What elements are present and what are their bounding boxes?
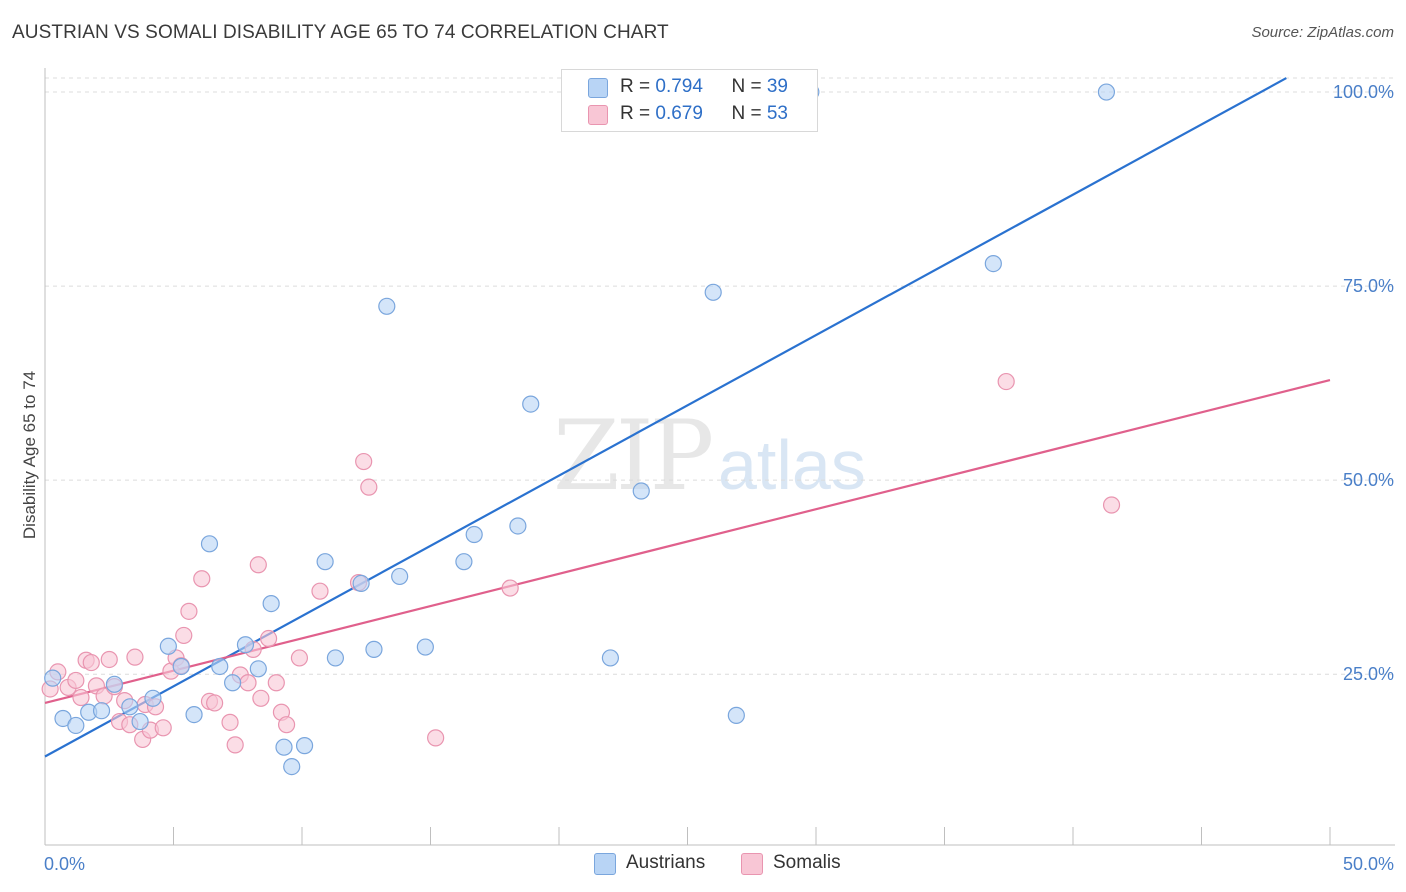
somalis-legend-swatch xyxy=(741,853,763,875)
somali-point xyxy=(126,648,144,666)
austrian-point xyxy=(105,675,123,693)
austrian-point xyxy=(316,553,334,571)
somali-point xyxy=(252,689,270,707)
austrian-point xyxy=(67,716,85,735)
y-tick-label: 25.0% xyxy=(1343,664,1394,684)
austrian-point xyxy=(185,705,203,724)
austrian-point xyxy=(727,706,745,724)
austrian-point xyxy=(601,649,620,667)
austrian-point xyxy=(378,297,396,315)
austrian-trend-line xyxy=(44,77,1287,758)
somali-r-value: 0.679 xyxy=(655,103,703,124)
austrian-point xyxy=(984,254,1002,273)
austrian-point xyxy=(509,517,527,535)
austrian-point xyxy=(224,674,242,692)
austrian-point xyxy=(131,712,149,731)
somali-point xyxy=(267,674,285,692)
austrian-swatch xyxy=(588,78,608,98)
somali-n-value: 53 xyxy=(766,103,788,124)
somali-point xyxy=(206,694,224,712)
somali-point xyxy=(355,452,373,471)
x-tick-label-min: 0.0% xyxy=(44,854,85,874)
austrian-point xyxy=(416,638,434,656)
somali-point xyxy=(360,478,378,496)
chart-title: AUSTRIAN VS SOMALI DISABILITY AGE 65 TO … xyxy=(12,22,669,43)
somali-n-label: N = xyxy=(731,103,767,124)
austrian-point xyxy=(200,535,219,553)
somali-swatch xyxy=(588,105,608,125)
austrian-point xyxy=(44,669,62,687)
somali-point xyxy=(154,719,172,737)
somali-point xyxy=(277,716,296,734)
austrian-point xyxy=(121,698,139,716)
watermark-atlas: atlas xyxy=(718,426,866,504)
trend-lines xyxy=(44,77,1331,758)
austrian-point xyxy=(159,637,177,655)
austrian-point xyxy=(365,640,383,658)
austrian-point xyxy=(352,574,370,593)
austrian-point xyxy=(211,657,229,676)
austrian-r-value: 0.794 xyxy=(655,76,703,97)
austrian-n-value: 39 xyxy=(766,76,788,97)
austrian-point xyxy=(295,737,314,755)
somali-point xyxy=(311,582,329,600)
austrian-point xyxy=(632,482,650,500)
austrian-point xyxy=(172,657,190,676)
correlation-legend: R = 0.794 N = 39 R = 0.679 N = 53 xyxy=(561,69,818,132)
x-tick-label-max: 50.0% xyxy=(1343,854,1394,874)
austrian-point xyxy=(391,567,409,586)
source-label: Source: ZipAtlas.com xyxy=(1251,24,1394,41)
austrian-point xyxy=(275,738,293,756)
somali-point xyxy=(249,556,267,574)
somali-point xyxy=(239,674,257,692)
y-tick-label: 50.0% xyxy=(1343,470,1394,490)
y-tick-label: 100.0% xyxy=(1333,82,1394,102)
austrians-legend-swatch xyxy=(594,853,616,875)
austrian-r-label: R = xyxy=(620,76,656,97)
austrian-point xyxy=(249,660,267,678)
somali-point xyxy=(226,736,244,754)
austrian-point xyxy=(522,395,540,413)
axes xyxy=(44,68,1395,846)
grid-lines xyxy=(45,77,1395,675)
somali-point xyxy=(180,602,198,620)
somali-trend-line xyxy=(44,378,1331,705)
austrian-point xyxy=(283,757,301,776)
somali-point xyxy=(72,688,90,707)
austrian-point xyxy=(465,525,483,544)
somali-point xyxy=(290,649,309,667)
y-tick-label: 75.0% xyxy=(1343,276,1394,296)
somali-point xyxy=(1102,496,1121,514)
somali-point xyxy=(221,713,239,731)
austrian-point xyxy=(92,702,111,720)
austrian-point xyxy=(144,689,162,707)
somali-point xyxy=(501,579,519,597)
y-axis-title: Disability Age 65 to 74 xyxy=(20,371,39,539)
somali-point xyxy=(82,653,100,672)
data-points xyxy=(41,83,1121,776)
tick-labels: 25.0% 50.0% 75.0% 100.0% 0.0% 50.0% xyxy=(44,82,1394,874)
somali-point xyxy=(67,671,85,690)
austrian-point xyxy=(455,553,473,571)
austrian-point xyxy=(236,636,255,654)
austrian-point xyxy=(262,594,280,613)
somali-point xyxy=(193,570,211,588)
somali-point xyxy=(259,629,278,648)
austrian-point xyxy=(1097,83,1116,101)
somali-point xyxy=(997,372,1015,391)
austrians-legend-label: Austrians xyxy=(626,852,706,873)
somali-point xyxy=(175,626,193,645)
somali-point xyxy=(427,729,445,747)
somali-r-label: R = xyxy=(620,103,656,124)
austrian-n-label: N = xyxy=(731,76,767,97)
somalis-legend-label: Somalis xyxy=(773,852,841,873)
somali-point xyxy=(100,650,118,669)
austrian-point xyxy=(704,283,722,301)
austrian-point xyxy=(326,649,345,667)
